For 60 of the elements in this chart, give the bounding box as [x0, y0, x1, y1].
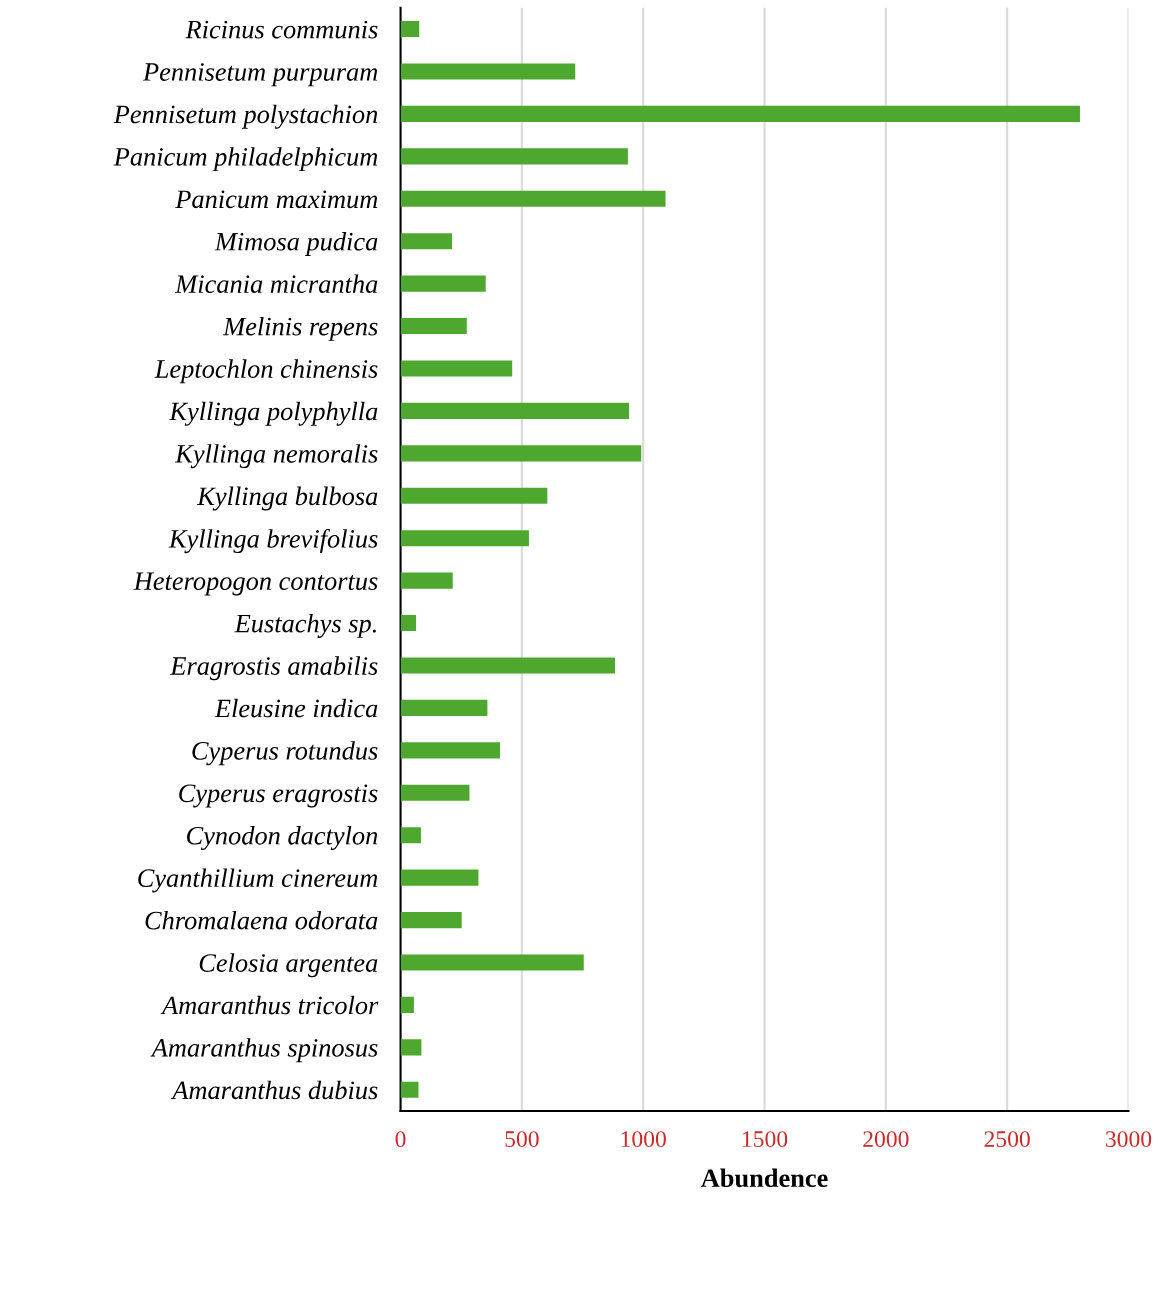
- bar: [400, 487, 548, 504]
- y-tick-label: Panicum philadelphicum: [113, 147, 378, 172]
- y-tick-label: Eleusine indica: [214, 698, 378, 718]
- y-tick-label: Kyllinga nemoralis: [174, 444, 378, 469]
- bar: [400, 784, 470, 801]
- bar: [400, 233, 452, 250]
- y-tick-label: Micania micrantha: [174, 274, 378, 294]
- y-tick-label: Kyllinga bulbosa: [196, 486, 378, 511]
- bar: [400, 657, 616, 674]
- y-tick-label: Pennisetum polystachion: [113, 104, 378, 129]
- bar: [400, 572, 453, 589]
- bar: [400, 63, 576, 80]
- x-tick-label: 0: [395, 1131, 406, 1148]
- bar: [400, 148, 628, 165]
- bar: [400, 275, 486, 292]
- y-tick-label: Kyllinga polyphylla: [169, 401, 378, 426]
- bar: [400, 402, 630, 419]
- x-tick-label: 2000: [863, 1131, 909, 1148]
- x-tick-label: 1000: [621, 1131, 666, 1148]
- bar: [400, 912, 462, 929]
- y-tick-label: Cyanthillium cinereum: [138, 868, 378, 893]
- y-tick-label: Eragrostis amabilis: [170, 656, 378, 681]
- bar: [400, 317, 467, 335]
- y-tick-label: Leptochlon chinensis: [154, 359, 378, 384]
- y-tick-label: Pennisetum purpuram: [142, 63, 378, 87]
- y-tick-label: Celosia argentea: [199, 953, 378, 978]
- y-tick-label: Heteropogon contortus: [133, 572, 378, 596]
- y-tick-label: Melinis repens: [222, 316, 378, 341]
- x-axis-title: Abundence: [700, 1168, 828, 1188]
- y-tick-label: Ricinus communis: [185, 20, 378, 39]
- y-tick-label: Chromalaena odorata: [145, 910, 378, 930]
- bar: [400, 1081, 419, 1098]
- bar: [400, 445, 642, 462]
- bar: [400, 742, 501, 759]
- y-tick-label: Amaranthus dubius: [170, 1080, 378, 1100]
- x-tick-label: 3000: [1106, 1131, 1152, 1148]
- y-tick-label: Kyllinga brevifolius: [168, 528, 378, 554]
- y-tick-label: Cyperus rotundus: [192, 741, 378, 766]
- x-tick-label: 1500: [742, 1131, 788, 1148]
- bar: [400, 360, 513, 377]
- x-tick-label: 500: [505, 1131, 539, 1148]
- y-tick-label: Amaranthus spinosus: [150, 1038, 378, 1063]
- bar: [400, 699, 488, 716]
- y-tick-label: Amaranthus tricolor: [160, 995, 379, 1015]
- bar: [400, 827, 421, 844]
- y-tick-label: Cyperus eragrostis: [179, 784, 378, 808]
- bar: [400, 954, 584, 971]
- bar: [400, 105, 1080, 122]
- y-tick-label: Mimosa pudica: [214, 232, 378, 256]
- y-tick-label: Panicum maximum: [175, 190, 378, 209]
- bar: [400, 869, 479, 886]
- bar: [400, 530, 529, 547]
- x-tick-label: 2500: [984, 1131, 1030, 1148]
- bar: [400, 1039, 422, 1056]
- y-tick-label: Eustachys sp.: [234, 613, 376, 638]
- y-tick-label: Cynodon dactylon: [187, 826, 378, 851]
- bar: [400, 996, 414, 1013]
- bar: [400, 615, 417, 632]
- bar: [400, 20, 420, 38]
- bar: [400, 190, 666, 207]
